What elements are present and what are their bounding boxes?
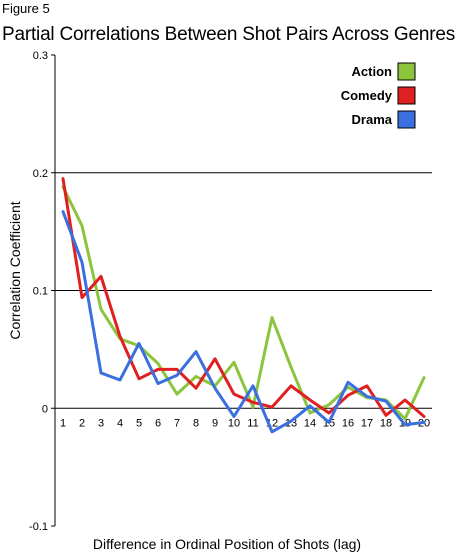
axes xyxy=(51,54,432,527)
x-tick-label: 1 xyxy=(60,417,66,429)
legend-label-action: Action xyxy=(352,64,393,79)
y-tick-label: 0.1 xyxy=(33,286,48,298)
legend-swatch-drama xyxy=(397,110,416,129)
legend-label-drama: Drama xyxy=(352,112,393,127)
x-tick-label: 5 xyxy=(136,417,142,429)
chart-title: Partial Correlations Between Shot Pairs … xyxy=(2,24,455,45)
legend-swatch-comedy xyxy=(397,86,416,105)
x-tick-label: 14 xyxy=(304,417,316,429)
series-line-drama xyxy=(61,210,426,434)
series-lines xyxy=(61,177,426,434)
y-tick-label: 0.2 xyxy=(33,168,48,180)
x-tick-label: 10 xyxy=(228,417,240,429)
y-axis-label: Correlation Coefficient xyxy=(7,201,23,339)
x-axis-label: Difference in Ordinal Position of Shots … xyxy=(93,536,361,552)
x-tick-label: 18 xyxy=(380,417,392,429)
legend: Action Comedy Drama xyxy=(341,62,416,129)
figure-label: Figure 5 xyxy=(2,1,50,16)
x-tick-label: 17 xyxy=(361,417,373,429)
x-tick-labels: 1 2 3 4 5 6 7 8 9 10 11 12 13 14 15 16 17 18 19 20 xyxy=(60,417,430,429)
x-tick-label: 9 xyxy=(212,417,218,429)
y-tick-label: -0.1 xyxy=(29,521,48,533)
y-tick-label: 0 xyxy=(42,403,48,415)
x-tick-label: 2 xyxy=(79,417,85,429)
y-tick-label: 0.3 xyxy=(33,50,48,62)
legend-swatch-action xyxy=(397,62,416,81)
gridlines xyxy=(55,172,432,291)
series-line-action xyxy=(61,185,426,421)
x-tick-label: 16 xyxy=(342,417,354,429)
x-tick-label: 4 xyxy=(117,417,123,429)
x-tick-label: 6 xyxy=(155,417,161,429)
legend-label-comedy: Comedy xyxy=(341,88,393,103)
x-tick-label: 3 xyxy=(98,417,104,429)
series-line-comedy xyxy=(61,177,426,418)
x-tick-label: 7 xyxy=(174,417,180,429)
y-tick-labels: 0.3 0.2 0.1 0 -0.1 xyxy=(29,50,48,533)
x-tick-label: 11 xyxy=(247,417,258,429)
x-tick-label: 8 xyxy=(193,417,199,429)
